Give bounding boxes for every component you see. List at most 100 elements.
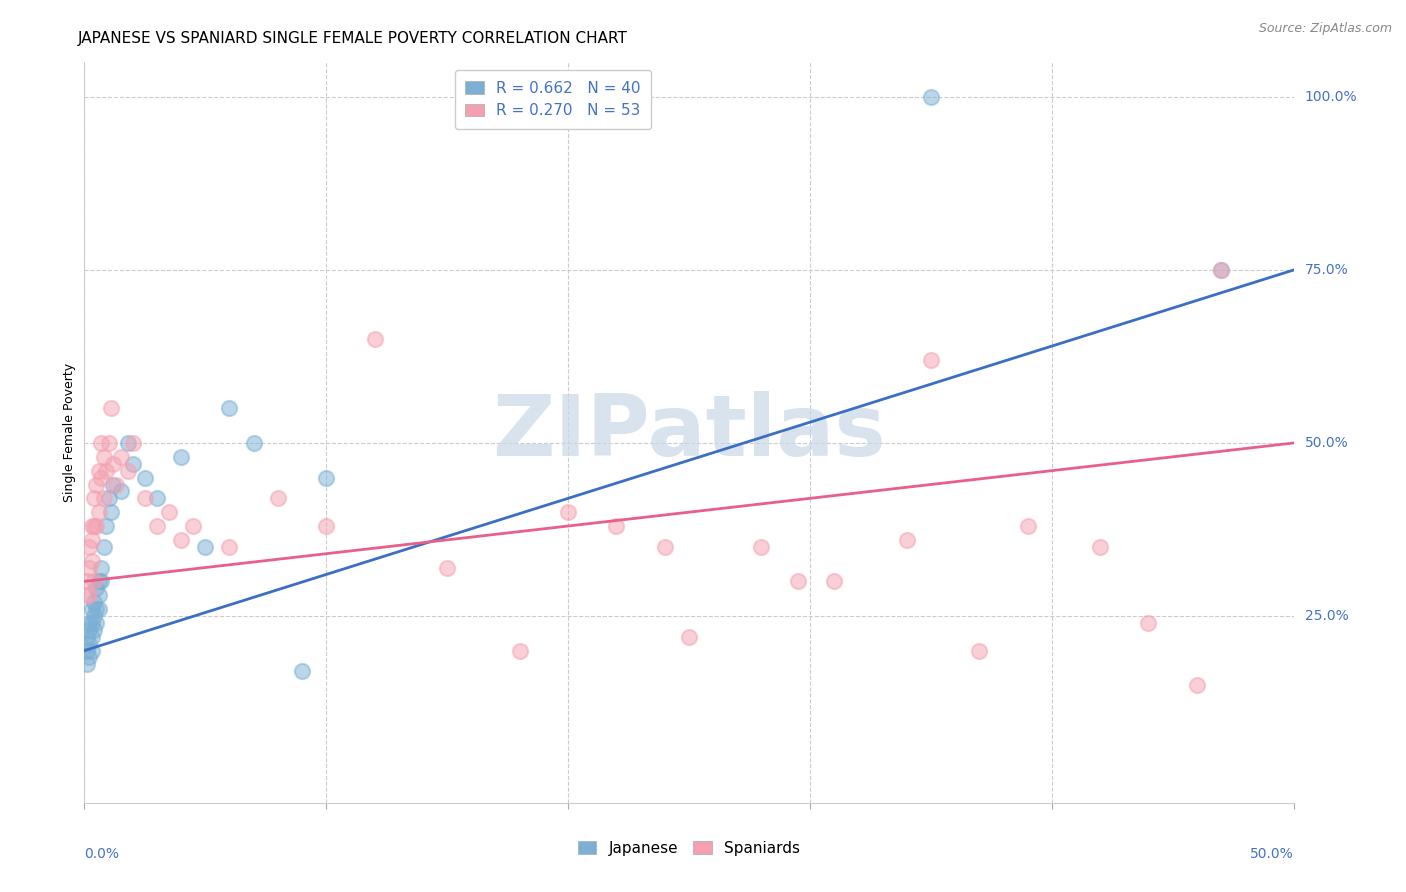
Point (157, 505, 180, 519)
Text: 0.0%: 0.0% (84, 847, 120, 861)
Point (121, 436, 143, 450)
Point (76, 574, 98, 589)
Point (267, 491, 290, 506)
Point (194, 540, 217, 554)
Point (94, 464, 117, 478)
Point (920, 90, 942, 104)
Point (90, 560, 112, 574)
Point (110, 484, 132, 499)
Point (83, 519, 105, 533)
Point (90, 436, 112, 450)
Point (77, 637, 100, 651)
Point (83, 574, 105, 589)
Point (97, 491, 120, 506)
Point (678, 630, 700, 644)
Point (181, 519, 204, 533)
Point (967, 643, 990, 657)
Point (1137, 615, 1160, 630)
Point (1209, 263, 1232, 277)
Point (786, 574, 808, 589)
Point (218, 401, 240, 416)
Point (100, 505, 122, 519)
Point (170, 450, 193, 464)
Point (83, 623, 105, 637)
Y-axis label: Single Female Poverty: Single Female Poverty (63, 363, 76, 502)
Point (87, 588, 110, 602)
Point (363, 332, 385, 346)
Point (93, 540, 115, 554)
Point (80, 602, 103, 616)
Text: 50.0%: 50.0% (1305, 436, 1348, 450)
Point (80, 554, 103, 568)
Point (76, 657, 98, 672)
Point (242, 436, 264, 450)
Point (1185, 678, 1208, 692)
Point (1017, 519, 1039, 533)
Point (104, 477, 127, 491)
Point (110, 450, 132, 464)
Point (80, 630, 103, 644)
Point (170, 533, 193, 547)
Point (80, 615, 103, 630)
Point (86, 615, 108, 630)
Text: 25.0%: 25.0% (1305, 609, 1348, 623)
Point (218, 540, 240, 554)
Point (80, 643, 103, 657)
Text: Source: ZipAtlas.com: Source: ZipAtlas.com (1258, 22, 1392, 36)
Point (86, 477, 108, 491)
Legend: Japanese, Spaniards: Japanese, Spaniards (572, 835, 806, 862)
Point (86, 582, 108, 596)
Point (86, 519, 108, 533)
Point (87, 464, 110, 478)
Point (117, 464, 139, 478)
Point (77, 615, 100, 630)
Point (436, 560, 458, 574)
Point (76, 630, 98, 644)
Text: 50.0%: 50.0% (1250, 847, 1294, 861)
Point (86, 602, 108, 616)
Point (83, 595, 105, 609)
Point (509, 643, 531, 657)
Point (97, 436, 120, 450)
Point (117, 436, 139, 450)
Point (90, 470, 112, 484)
Point (654, 540, 676, 554)
Point (100, 401, 122, 416)
Point (90, 574, 112, 589)
Point (77, 560, 100, 574)
Point (76, 588, 98, 602)
Point (76, 643, 98, 657)
Point (77, 623, 100, 637)
Point (823, 574, 845, 589)
Point (80, 533, 103, 547)
Point (896, 533, 918, 547)
Point (315, 470, 337, 484)
Point (87, 574, 110, 589)
Point (94, 519, 117, 533)
Point (83, 491, 105, 506)
Point (93, 491, 115, 506)
Point (1209, 263, 1232, 277)
Point (920, 353, 942, 368)
Text: JAPANESE VS SPANIARD SINGLE FEMALE POVERTY CORRELATION CHART: JAPANESE VS SPANIARD SINGLE FEMALE POVER… (77, 31, 627, 46)
Point (80, 519, 103, 533)
Point (87, 602, 110, 616)
Point (121, 457, 143, 471)
Point (103, 477, 125, 491)
Point (1088, 540, 1111, 554)
Text: 75.0%: 75.0% (1305, 263, 1348, 277)
Point (83, 609, 105, 624)
Text: ZIPatlas: ZIPatlas (492, 391, 886, 475)
Point (134, 491, 156, 506)
Point (146, 491, 169, 506)
Point (87, 505, 110, 519)
Point (146, 519, 169, 533)
Text: 100.0%: 100.0% (1305, 90, 1357, 104)
Point (557, 505, 579, 519)
Point (134, 470, 156, 484)
Point (77, 588, 100, 602)
Point (103, 457, 125, 471)
Point (315, 519, 337, 533)
Point (77, 540, 100, 554)
Point (93, 450, 115, 464)
